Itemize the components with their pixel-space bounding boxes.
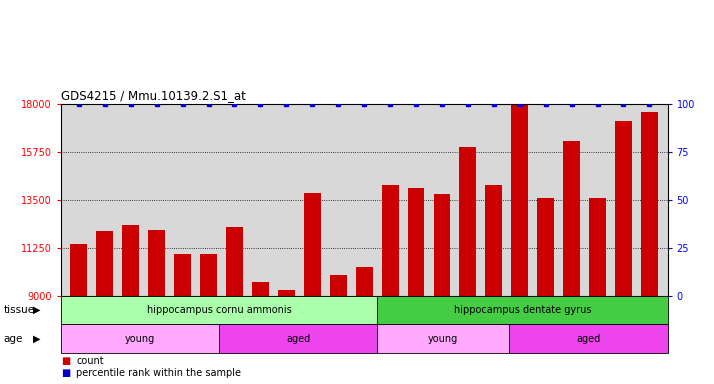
Bar (122, 225, 139, 296)
Bar (433, 194, 451, 296)
Bar (382, 185, 398, 296)
Bar (377, 296, 668, 324)
Bar (61, 296, 377, 324)
Bar (252, 282, 269, 296)
Bar (563, 141, 580, 296)
Text: ▶: ▶ (34, 334, 41, 344)
Bar (278, 290, 295, 296)
Bar (174, 254, 191, 296)
Bar (61, 324, 219, 353)
Bar (356, 267, 373, 296)
Bar (149, 230, 165, 296)
Text: young: young (125, 334, 155, 344)
Text: aged: aged (286, 334, 311, 344)
Bar (511, 105, 528, 296)
Bar (641, 112, 658, 296)
Bar (304, 193, 321, 296)
Bar (96, 231, 114, 296)
Bar (200, 254, 217, 296)
Text: young: young (428, 334, 458, 344)
Bar (589, 197, 606, 296)
Bar (408, 188, 424, 296)
Text: GDS4215 / Mmu.10139.2.S1_at: GDS4215 / Mmu.10139.2.S1_at (61, 89, 246, 103)
Bar (509, 324, 668, 353)
Text: percentile rank within the sample: percentile rank within the sample (76, 367, 241, 377)
Text: count: count (76, 356, 104, 366)
Text: ▶: ▶ (34, 305, 41, 315)
Bar (377, 324, 509, 353)
Bar (486, 185, 502, 296)
Text: tissue: tissue (4, 305, 35, 315)
Text: hippocampus dentate gyrus: hippocampus dentate gyrus (453, 305, 591, 315)
Bar (459, 147, 476, 296)
Bar (537, 197, 554, 296)
Bar (226, 227, 243, 296)
Bar (219, 324, 377, 353)
Text: age: age (4, 334, 23, 344)
Bar (330, 275, 346, 296)
Text: aged: aged (576, 334, 600, 344)
Bar (615, 121, 632, 296)
Text: ■: ■ (61, 356, 70, 366)
Bar (71, 245, 87, 296)
Text: hippocampus cornu ammonis: hippocampus cornu ammonis (146, 305, 291, 315)
Text: ■: ■ (61, 367, 70, 377)
